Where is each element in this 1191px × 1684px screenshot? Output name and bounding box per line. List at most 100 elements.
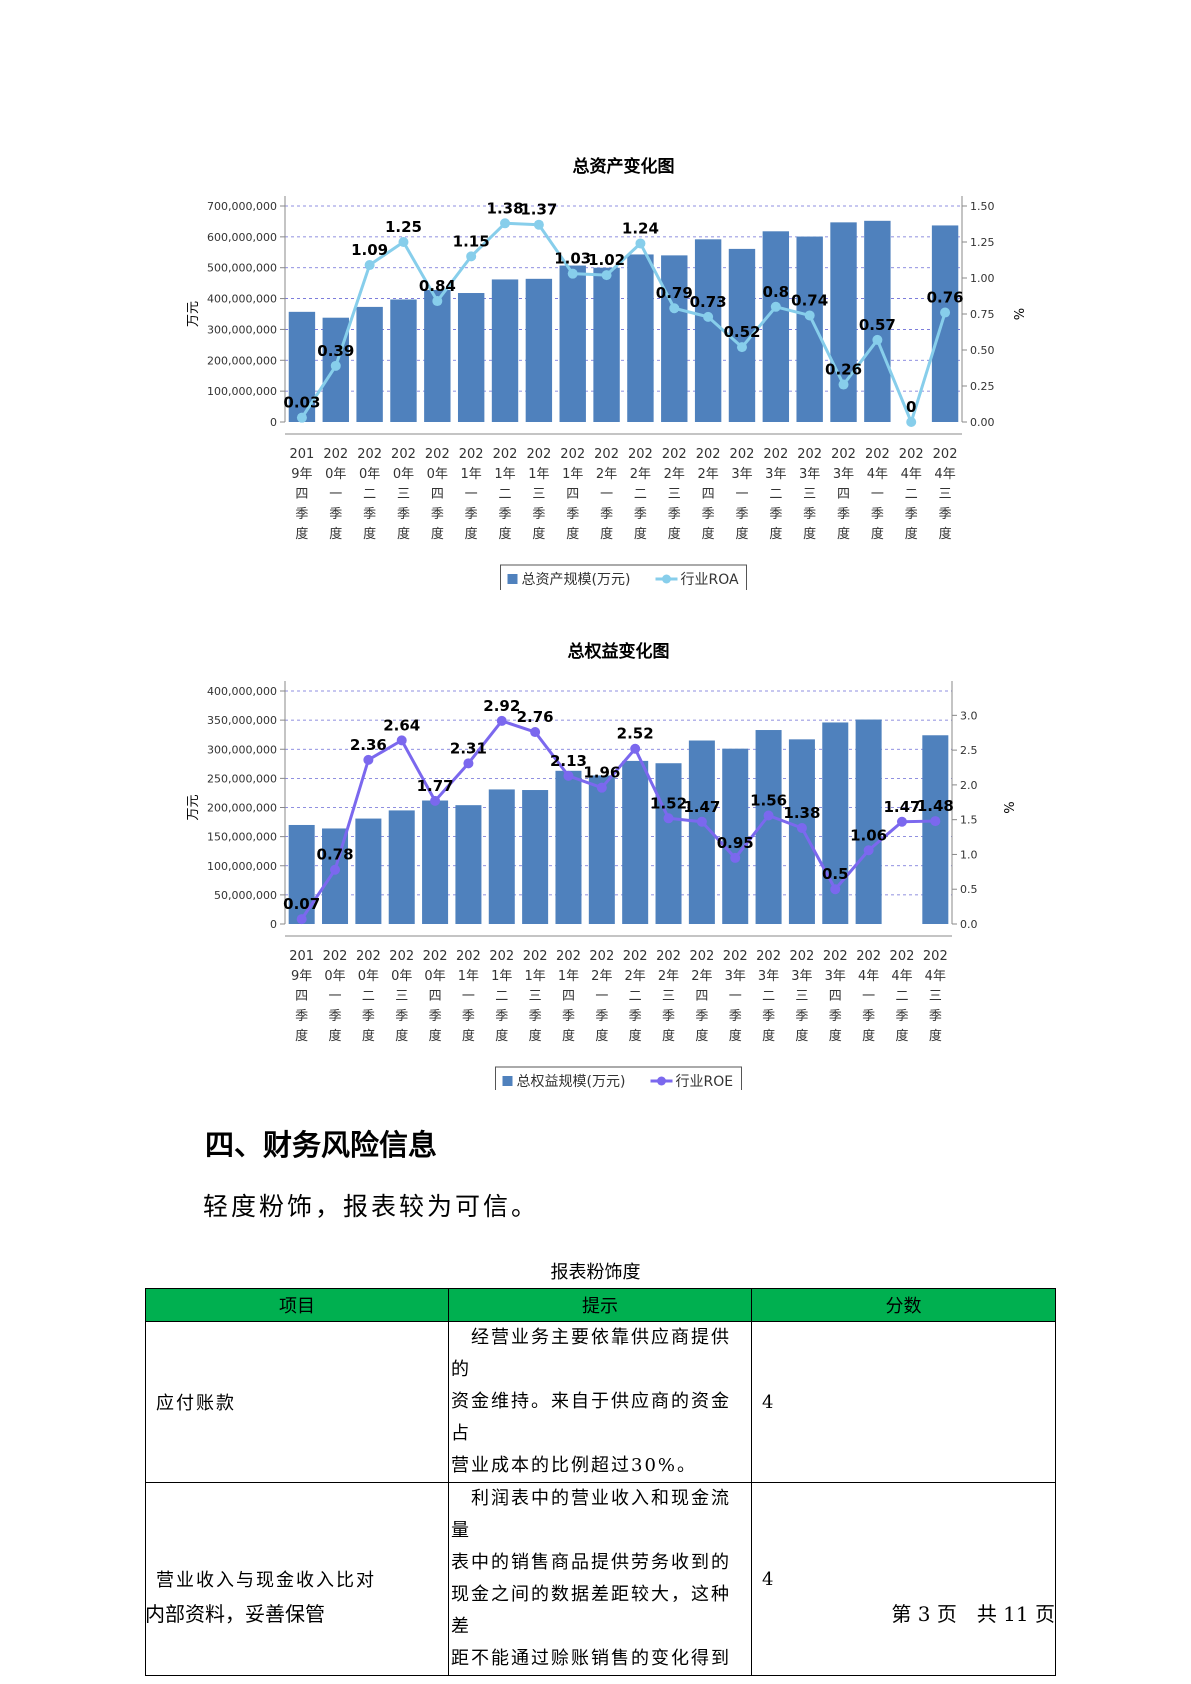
- y2-tick-label: 1.0: [960, 848, 978, 861]
- data-label: 2.52: [617, 725, 654, 743]
- data-label: 0.78: [317, 846, 354, 864]
- x-tick-label: 季: [363, 507, 376, 522]
- x-tick-label: 季: [431, 507, 444, 522]
- line-point: [770, 301, 781, 312]
- y2-tick-label: 1.5: [960, 814, 978, 827]
- chart-title: 总权益变化图: [568, 641, 670, 662]
- x-tick-label: 202: [790, 949, 815, 964]
- data-label: 2.36: [350, 736, 387, 754]
- x-tick-label: 季: [939, 507, 952, 522]
- x-tick-label: 202: [763, 447, 788, 462]
- bar: [931, 225, 959, 422]
- x-tick-label: 202: [523, 949, 548, 964]
- data-label: 0.74: [791, 291, 828, 309]
- x-tick-label: 度: [499, 526, 512, 542]
- data-label: 2.13: [550, 752, 587, 770]
- line-point: [363, 754, 374, 765]
- x-tick-label: 季: [329, 507, 342, 522]
- x-tick-label: 季: [905, 507, 918, 522]
- risk-conclusion: 轻度粉饰，报表较为可信。: [203, 1192, 540, 1221]
- data-label: 1.15: [453, 232, 490, 250]
- x-tick-label: 度: [329, 526, 342, 542]
- data-label: 1.96: [583, 764, 620, 782]
- legend-swatch-point: [657, 1076, 666, 1086]
- x-tick-label: 4年: [858, 969, 879, 984]
- x-tick-label: 202: [556, 949, 581, 964]
- row-score: 4: [751, 1321, 1056, 1483]
- x-tick-label: 0年: [325, 467, 346, 482]
- x-tick-label: 2年: [596, 467, 617, 482]
- data-label: 1.25: [385, 218, 422, 236]
- line-point: [635, 238, 646, 249]
- x-tick-label: 度: [895, 1028, 908, 1044]
- x-tick-label: 度: [837, 526, 850, 542]
- x-tick-label: 度: [595, 1028, 608, 1044]
- line-point: [432, 296, 443, 307]
- bar: [864, 220, 891, 422]
- data-label: 2.92: [483, 697, 520, 715]
- bar: [722, 748, 749, 924]
- row-hint: 利润表中的营业收入和现金流量 表中的销售商品提供劳务收到的 现金之间的数据差距较…: [448, 1482, 752, 1676]
- x-tick-label: 度: [795, 1028, 808, 1044]
- x-tick-label: 三: [668, 487, 681, 502]
- x-tick-label: 度: [762, 1028, 775, 1044]
- x-tick-label: 4年: [925, 969, 946, 984]
- line-point: [596, 782, 607, 793]
- x-tick-label: 四: [562, 989, 575, 1004]
- x-tick-label: 202: [357, 447, 382, 462]
- x-tick-label: 202: [489, 949, 514, 964]
- x-tick-label: 202: [662, 447, 687, 462]
- data-label: 0: [906, 398, 916, 416]
- y2-tick-label: 0.0: [960, 918, 978, 931]
- hint-line: 现金之间的数据差距较大，这种差: [451, 1584, 731, 1637]
- x-tick-label: 2年: [697, 467, 718, 482]
- x-tick-label: 3年: [765, 467, 786, 482]
- x-tick-label: 2年: [691, 969, 712, 984]
- x-tick-label: 4年: [901, 467, 922, 482]
- series-line: [300, 221, 947, 424]
- x-tick-label: 季: [803, 507, 816, 522]
- x-tick-label: 202: [899, 447, 924, 462]
- y-tick-label: 0: [270, 416, 277, 429]
- y-tick-label: 100,000,000: [207, 860, 277, 873]
- data-label: 2.64: [383, 716, 420, 734]
- x-tick-label: 季: [295, 507, 308, 522]
- bar: [390, 299, 417, 422]
- footer-page-number: 第 3 页 共 11 页: [891, 1602, 1055, 1626]
- x-tick-label: 度: [529, 1028, 542, 1044]
- x-tick-label: 202: [890, 949, 915, 964]
- x-tick-label: 季: [829, 1009, 842, 1024]
- bar: [388, 810, 415, 924]
- x-tick-label: 1年: [458, 969, 479, 984]
- hint-line: 表中的销售商品提供劳务收到的: [451, 1552, 731, 1573]
- x-tick-label: 度: [905, 526, 918, 542]
- x-tick-label: 202: [923, 949, 948, 964]
- bar: [855, 719, 882, 924]
- x-tick-label: 0年: [391, 969, 412, 984]
- x-tick-label: 度: [662, 1028, 675, 1044]
- x-tick-label: 度: [431, 526, 444, 542]
- x-tick-label: 3年: [725, 969, 746, 984]
- data-label: 0.52: [723, 323, 760, 341]
- x-tick-label: 季: [397, 507, 410, 522]
- line-point: [663, 813, 674, 824]
- x-tick-label: 度: [600, 526, 613, 542]
- x-tick-label: 季: [532, 507, 545, 522]
- line-point: [463, 758, 474, 769]
- x-tick-label: 四: [837, 487, 850, 502]
- line-point: [830, 884, 841, 895]
- header-hint: 提示: [448, 1288, 752, 1322]
- x-tick-label: 0年: [359, 467, 380, 482]
- y2-tick-label: 1.25: [970, 236, 995, 249]
- legend-swatch-point: [662, 574, 671, 584]
- y-axis-title: 万元: [186, 301, 201, 327]
- y2-tick-label: 0.00: [970, 416, 995, 429]
- line-point: [530, 727, 541, 738]
- bar: [422, 800, 449, 924]
- x-tick-label: 2年: [664, 467, 685, 482]
- x-tick-label: 二: [634, 487, 647, 502]
- y-tick-label: 200,000,000: [207, 354, 277, 367]
- x-tick-label: 季: [862, 1009, 875, 1024]
- x-tick-label: 度: [695, 1028, 708, 1044]
- y2-tick-label: 0.50: [970, 344, 995, 357]
